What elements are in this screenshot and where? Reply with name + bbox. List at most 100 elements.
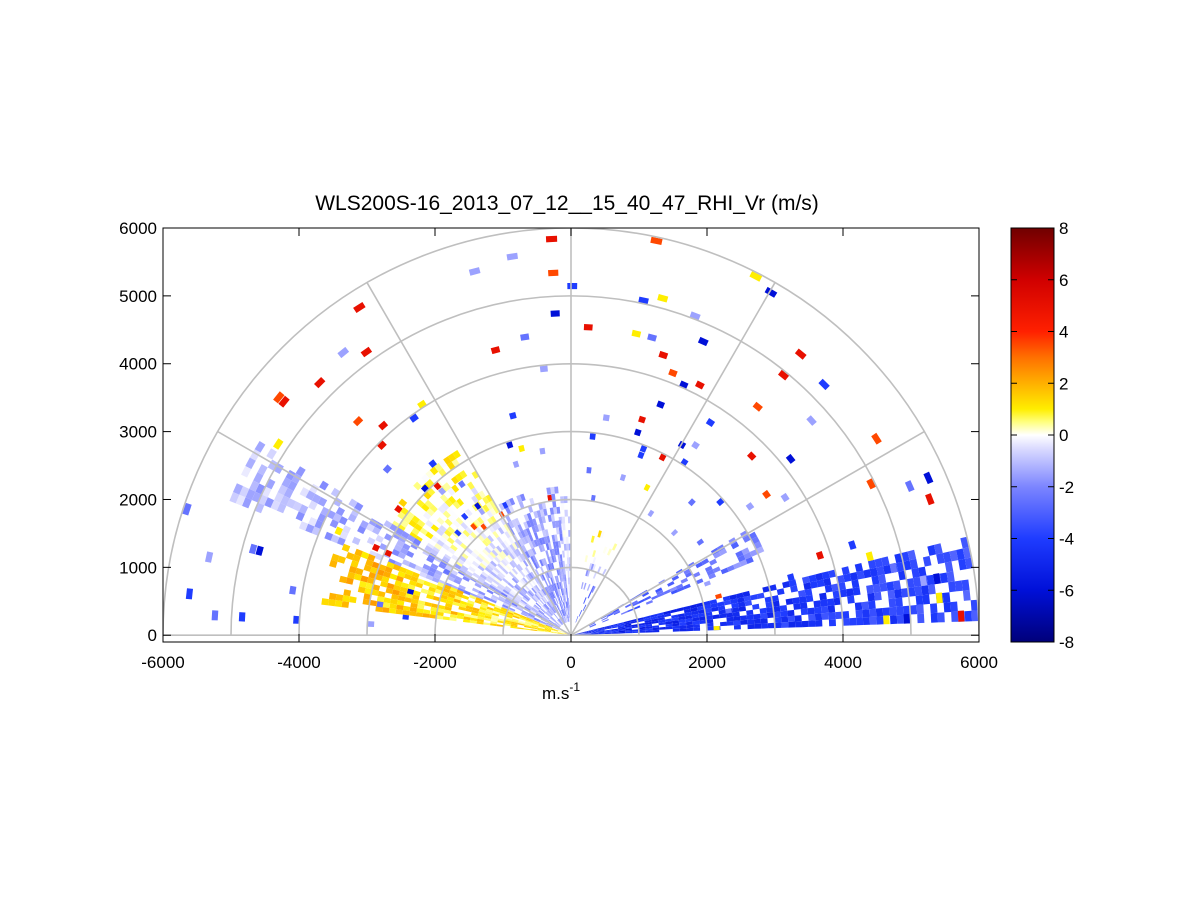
velocity-cell <box>964 610 972 622</box>
velocity-cell <box>425 531 434 540</box>
velocity-cell <box>483 595 491 601</box>
velocity-cell <box>514 596 521 602</box>
velocity-cell <box>460 542 468 550</box>
velocity-cell <box>592 564 596 572</box>
velocity-cell <box>533 585 539 593</box>
velocity-cell <box>421 473 430 483</box>
velocity-cell <box>442 543 450 551</box>
velocity-cell <box>650 236 663 245</box>
velocity-cell <box>602 619 609 623</box>
velocity-cell <box>803 582 812 590</box>
velocity-cell <box>520 333 530 341</box>
velocity-cell <box>461 594 470 600</box>
velocity-cell <box>555 582 559 590</box>
velocity-cell <box>531 525 537 534</box>
velocity-cell <box>619 474 627 482</box>
velocity-cell <box>406 550 415 558</box>
velocity-cell <box>846 588 854 597</box>
velocity-cell <box>491 614 499 619</box>
velocity-cell <box>441 532 450 541</box>
velocity-cell <box>386 582 395 590</box>
velocity-cell <box>526 617 534 621</box>
velocity-cell <box>560 595 563 603</box>
velocity-cell <box>534 524 540 533</box>
velocity-cell <box>828 569 837 578</box>
velocity-cell <box>547 494 553 502</box>
velocity-cell <box>544 572 549 579</box>
velocity-cell <box>505 616 513 620</box>
velocity-cell <box>425 574 434 581</box>
velocity-cell <box>546 622 553 627</box>
velocity-cell <box>378 563 387 572</box>
velocity-cell <box>504 619 512 623</box>
velocity-cell <box>559 581 562 589</box>
velocity-cell <box>503 587 511 593</box>
velocity-cell <box>733 616 741 621</box>
velocity-cell <box>568 584 570 592</box>
velocity-cell <box>733 620 741 626</box>
velocity-cell <box>459 603 467 608</box>
velocity-cell <box>471 612 479 617</box>
velocity-cell <box>528 589 535 596</box>
velocity-cell <box>402 605 411 612</box>
velocity-cell <box>395 575 404 583</box>
velocity-cell <box>583 324 593 331</box>
velocity-cell <box>479 514 488 523</box>
velocity-cell <box>508 505 515 514</box>
velocity-cell <box>433 482 442 491</box>
velocity-cell <box>548 609 554 615</box>
velocity-cell <box>768 584 777 592</box>
velocity-cell <box>863 569 872 579</box>
velocity-cell <box>477 613 485 618</box>
velocity-cell <box>568 615 570 622</box>
velocity-cell <box>430 610 438 616</box>
velocity-cell <box>460 565 469 572</box>
velocity-cell <box>971 610 979 622</box>
velocity-cell <box>591 630 598 632</box>
velocity-cell <box>545 626 552 630</box>
velocity-cell <box>523 568 529 575</box>
velocity-cell <box>567 615 570 622</box>
velocity-cell <box>566 557 570 564</box>
velocity-cell <box>535 593 541 600</box>
velocity-cell <box>557 633 565 635</box>
velocity-cell <box>549 549 554 557</box>
velocity-cell <box>501 590 509 597</box>
y-tick-label: 4000 <box>119 355 157 374</box>
velocity-cell <box>255 545 264 556</box>
velocity-cell <box>500 525 507 533</box>
velocity-cell <box>567 608 570 615</box>
velocity-cell <box>703 600 711 606</box>
velocity-cell <box>547 563 552 571</box>
velocity-cell <box>716 497 725 507</box>
velocity-cell <box>457 587 465 593</box>
velocity-cell <box>525 619 533 623</box>
velocity-cell <box>330 534 340 544</box>
velocity-cell <box>590 563 595 571</box>
velocity-cell <box>513 598 520 604</box>
velocity-cell <box>550 617 556 622</box>
velocity-cell <box>738 606 747 612</box>
velocity-cell <box>866 478 876 490</box>
velocity-cell <box>669 586 677 592</box>
velocity-cell <box>476 516 485 525</box>
velocity-cell <box>569 597 571 605</box>
velocity-cell <box>443 584 452 591</box>
velocity-cell <box>692 624 700 628</box>
velocity-cell <box>630 618 638 622</box>
velocity-cell <box>509 561 516 569</box>
velocity-cell <box>550 631 558 633</box>
velocity-cell <box>516 607 523 612</box>
velocity-cell <box>347 513 357 523</box>
velocity-cell <box>918 566 927 577</box>
velocity-cell <box>689 311 701 321</box>
velocity-cell <box>469 594 477 600</box>
velocity-cell <box>551 630 558 633</box>
velocity-cell <box>958 558 967 571</box>
velocity-cell <box>428 566 437 574</box>
velocity-cell <box>519 493 526 502</box>
velocity-cell <box>767 622 775 629</box>
velocity-cell <box>513 613 520 618</box>
velocity-cell <box>427 570 435 577</box>
velocity-cell <box>518 591 525 597</box>
